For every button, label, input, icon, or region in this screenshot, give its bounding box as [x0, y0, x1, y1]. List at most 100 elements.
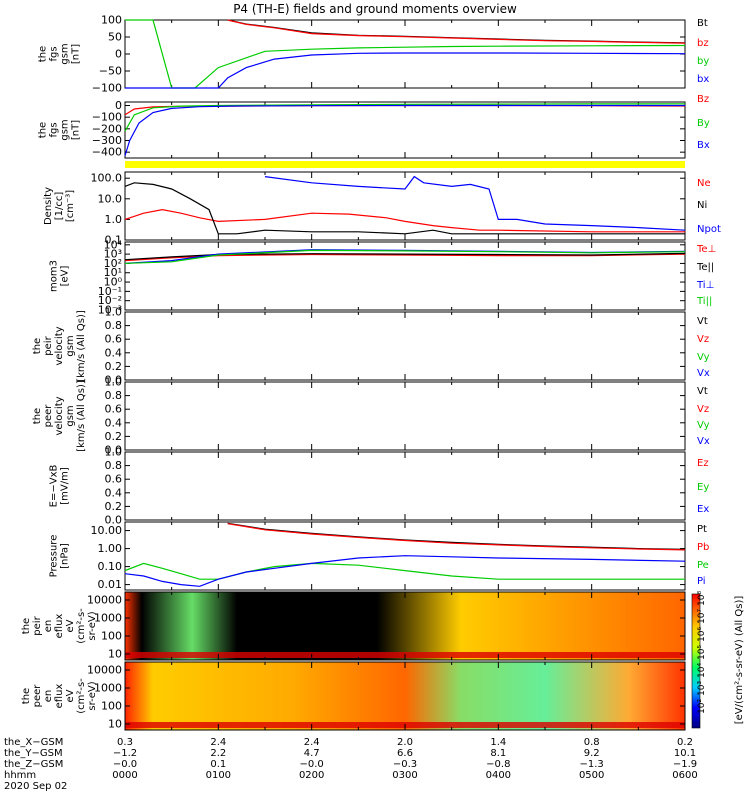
date-label: 2020 Sep 02	[4, 781, 67, 792]
x-row-value: −1.9	[673, 759, 697, 770]
legend-Ex: Ex	[697, 504, 709, 515]
x-row-name: the_Y−GSM	[4, 748, 63, 759]
y-tick-label: 10²	[104, 257, 122, 270]
y-tick-label: 100	[101, 700, 122, 713]
x-row-value: 9.2	[584, 748, 600, 759]
legend-Ez: Ez	[697, 458, 709, 469]
legend-Pb: Pb	[697, 542, 709, 553]
series-line-Ne	[124, 208, 685, 233]
x-axis: the_X−GSM 0.3 2.4 2.4 2.0 1.4 0.8 0.2 the_Y−GSM −…	[4, 737, 698, 792]
colorbar: 10⁸ 10⁷ 10⁶ 10⁵ 10⁴ 10³ 10² [eV/(cm²-s-sr-eV) (…	[691, 591, 745, 729]
x-row-value: 10.1	[674, 748, 696, 759]
y-tick-label: 10³	[104, 248, 122, 261]
x-row-value: 0400	[486, 770, 511, 781]
y-tick-label: 0.0	[105, 514, 123, 527]
y-tick-label: −50	[99, 65, 122, 78]
panel-pressure: 10.00 1.00 0.10 0.01 Pressure[nPa] Pt Pb Pe Pi	[49, 521, 709, 591]
series-line-Ni	[124, 182, 685, 235]
panel-frame	[124, 381, 686, 451]
y-tick-label: 100.0	[91, 172, 123, 185]
colorbar-tick-label: 10³	[697, 681, 707, 696]
x-row-value: 0.2	[677, 737, 693, 748]
series-line-bx	[125, 52, 686, 89]
x-row-value: 8.1	[490, 748, 506, 759]
legend-By: By	[697, 118, 710, 129]
x-row-value: 0100	[206, 770, 231, 781]
y-tick-label: 1.0	[105, 306, 123, 319]
y-tick-label: 0.2	[105, 500, 123, 513]
series-line-Npot	[264, 175, 686, 231]
legend-Bt: Bt	[697, 18, 708, 29]
colorbar-tick-label: 10⁶	[697, 627, 707, 642]
y-tick-label: 1000	[94, 612, 122, 625]
legend-Vz: Vz	[697, 404, 709, 415]
colorbar-gradient	[691, 593, 701, 729]
legend-Bx: Bx	[697, 140, 710, 151]
series-line-By	[124, 103, 686, 132]
y-tick-label: 0	[115, 48, 122, 61]
legend-Pi: Pi	[697, 576, 706, 587]
legend-Pe: Pe	[697, 560, 709, 571]
legend-Ti⊥: Ti⊥	[696, 280, 714, 291]
y-tick-label: −200	[92, 122, 122, 135]
colorbar-tick-label: 10⁴	[697, 663, 707, 678]
panel-fgs2: 0−100−200−300−400 thefgsgsm[nT] Bz By Bx	[38, 94, 710, 159]
legend-Pt: Pt	[697, 524, 707, 535]
series-line-Ti||	[124, 249, 686, 264]
panel-peir_eflux: 10000 1000 100 10 thepeirenefluxeV(cm²-s-sr-…	[21, 591, 686, 661]
x-row-name: the_X−GSM	[4, 737, 63, 748]
x-row-value: −0.0	[300, 759, 324, 770]
y-tick-label: 0.0	[105, 374, 123, 387]
panel-frame	[124, 171, 686, 241]
y-tick-label: 100	[101, 630, 122, 643]
y-tick-label: 0.10	[98, 560, 123, 573]
y-tick-label: 10	[108, 718, 122, 731]
x-row-value: 2.0	[397, 737, 413, 748]
x-row-value: −0.3	[393, 759, 417, 770]
x-row-value: 2.2	[210, 748, 226, 759]
y-tick-label: 0.4	[105, 416, 123, 429]
y-axis-label: thefgsgsm[nT]	[38, 119, 82, 140]
y-tick-label: 10000	[87, 664, 122, 677]
y-tick-label: −300	[92, 134, 122, 147]
legend-bx: bx	[697, 74, 709, 85]
y-tick-label: 10.00	[91, 524, 123, 537]
legend-by: by	[697, 56, 709, 67]
legend-Te||: Te||	[696, 262, 714, 273]
legend-Ti||: Ti||	[696, 296, 712, 307]
y-tick-label: 1.0	[105, 213, 123, 226]
y-tick-label: 0	[115, 99, 122, 112]
y-tick-label: 0.01	[98, 578, 123, 591]
y-axis-label: Density[1/cc][cm⁻³]	[43, 187, 76, 225]
y-tick-label: 1.0	[105, 376, 123, 389]
panel-peir: 1.00.80.60.40.20.0thepeirvelocitygsm[km/…	[32, 306, 710, 387]
legend-Ey: Ey	[697, 482, 709, 493]
y-tick-label: 0.8	[105, 459, 123, 472]
colorbar-tick-label: 10²	[697, 699, 707, 714]
y-tick-label: 0.0	[105, 444, 123, 457]
x-row-value: 2.4	[210, 737, 226, 748]
x-row-value: −0.0	[113, 759, 137, 770]
y-axis-label: thepeirvelocitygsm[km/s (All Qs)]	[32, 310, 87, 382]
panel-frame	[124, 311, 686, 381]
legend-Bz: Bz	[697, 94, 709, 105]
x-row-value: −1.2	[113, 748, 137, 759]
x-row-value: 0.1	[210, 759, 226, 770]
series-line-bz	[227, 19, 686, 44]
legend-Vy: Vy	[697, 420, 710, 431]
y-tick-label: 1000	[94, 682, 122, 695]
panel-frame	[124, 451, 686, 521]
spectrogram-peer_eflux	[125, 662, 685, 730]
x-row-value: 0.3	[117, 737, 133, 748]
y-tick-label: 0.2	[105, 430, 123, 443]
panel-density: 100.0 10.0 1.0 0.1 Density[1/cc][cm⁻³] Ne Ni Np…	[43, 171, 721, 247]
x-row-name: the_Z−GSM	[4, 759, 63, 770]
y-tick-label: 0.4	[105, 486, 123, 499]
panel-peer: 1.00.80.60.40.20.0thepeervelocitygsm[km/…	[32, 376, 710, 457]
x-row-value: −1.3	[580, 759, 604, 770]
series-line-Pi	[124, 555, 686, 587]
legend-Vx: Vx	[697, 368, 710, 379]
